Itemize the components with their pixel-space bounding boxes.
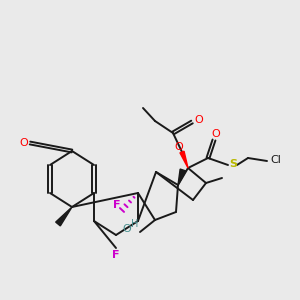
Text: O: O bbox=[175, 142, 183, 152]
Text: S: S bbox=[229, 159, 237, 169]
Text: O: O bbox=[212, 129, 220, 139]
Text: F: F bbox=[113, 200, 121, 210]
Text: O: O bbox=[20, 138, 28, 148]
Polygon shape bbox=[180, 151, 188, 168]
Text: O: O bbox=[123, 224, 131, 234]
Text: Cl: Cl bbox=[271, 155, 281, 165]
Text: O: O bbox=[195, 115, 203, 125]
Text: F: F bbox=[112, 250, 120, 260]
Polygon shape bbox=[178, 169, 186, 185]
Polygon shape bbox=[56, 207, 72, 226]
Text: H: H bbox=[131, 219, 139, 229]
